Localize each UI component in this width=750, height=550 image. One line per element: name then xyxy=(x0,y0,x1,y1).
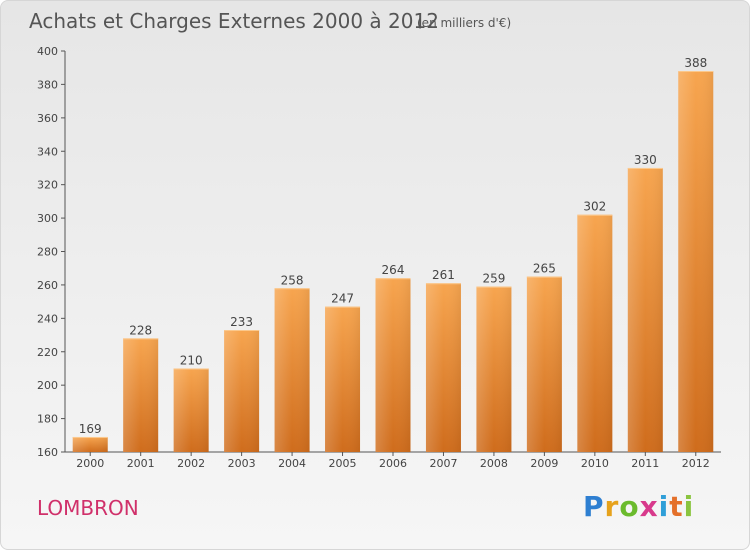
x-tick-label: 2008 xyxy=(480,457,508,470)
x-tick-label: 2006 xyxy=(379,457,407,470)
x-tick-label: 2007 xyxy=(429,457,457,470)
x-tick-label: 2012 xyxy=(682,457,710,470)
chart-unit: (en milliers d'€) xyxy=(417,16,512,30)
x-tick-label: 2004 xyxy=(278,457,306,470)
y-tick-label: 340 xyxy=(37,145,58,158)
x-tick-label: 2001 xyxy=(127,457,155,470)
bar-value-label: 265 xyxy=(533,262,556,276)
bar-shine xyxy=(425,283,461,452)
bar-value-label: 330 xyxy=(634,153,657,167)
bar-value-label: 261 xyxy=(432,268,455,282)
bar-value-label: 233 xyxy=(230,315,253,329)
x-tick-label: 2011 xyxy=(631,457,659,470)
y-tick-label: 360 xyxy=(37,112,58,125)
bar-shine xyxy=(375,278,411,452)
y-tick-label: 280 xyxy=(37,246,58,259)
y-tick-label: 240 xyxy=(37,312,58,325)
place-name: LOMBRON xyxy=(37,496,139,520)
bar-shine xyxy=(627,167,663,453)
x-tick-label: 2010 xyxy=(581,457,609,470)
bar-value-label: 258 xyxy=(281,273,304,287)
bar-shine xyxy=(476,286,512,452)
y-tick-label: 220 xyxy=(37,346,58,359)
bar-value-label: 388 xyxy=(684,56,707,70)
bar-value-label: 259 xyxy=(482,272,505,286)
y-tick-label: 400 xyxy=(37,45,58,58)
y-tick-label: 300 xyxy=(37,212,58,225)
bar-shine xyxy=(274,288,310,452)
x-tick-label: 2002 xyxy=(177,457,205,470)
bar-shine xyxy=(526,276,562,452)
proxiti-logo: Proxiti xyxy=(583,490,695,523)
y-tick-label: 200 xyxy=(37,379,58,392)
bar-shine xyxy=(173,368,209,452)
bar-shine xyxy=(224,330,260,452)
x-tick-label: 2003 xyxy=(228,457,256,470)
y-tick-label: 160 xyxy=(37,446,58,459)
y-tick-label: 320 xyxy=(37,179,58,192)
bar-value-label: 210 xyxy=(180,353,203,367)
bar-shine xyxy=(123,338,159,452)
bar-value-label: 247 xyxy=(331,292,354,306)
bar-shine xyxy=(325,306,361,452)
bar-shine xyxy=(72,436,108,452)
bar-shine xyxy=(678,71,714,453)
chart-title: Achats et Charges Externes 2000 à 2012 xyxy=(29,9,439,33)
y-tick-label: 380 xyxy=(37,78,58,91)
y-tick-label: 260 xyxy=(37,279,58,292)
x-tick-label: 2005 xyxy=(329,457,357,470)
y-tick-label: 180 xyxy=(37,413,58,426)
bar-value-label: 302 xyxy=(583,200,606,214)
bar-value-label: 264 xyxy=(382,263,405,277)
x-tick-label: 2000 xyxy=(76,457,104,470)
bar-value-label: 169 xyxy=(79,422,102,436)
bar-shine xyxy=(577,214,613,452)
x-tick-label: 2009 xyxy=(530,457,558,470)
bar-value-label: 228 xyxy=(129,323,152,337)
